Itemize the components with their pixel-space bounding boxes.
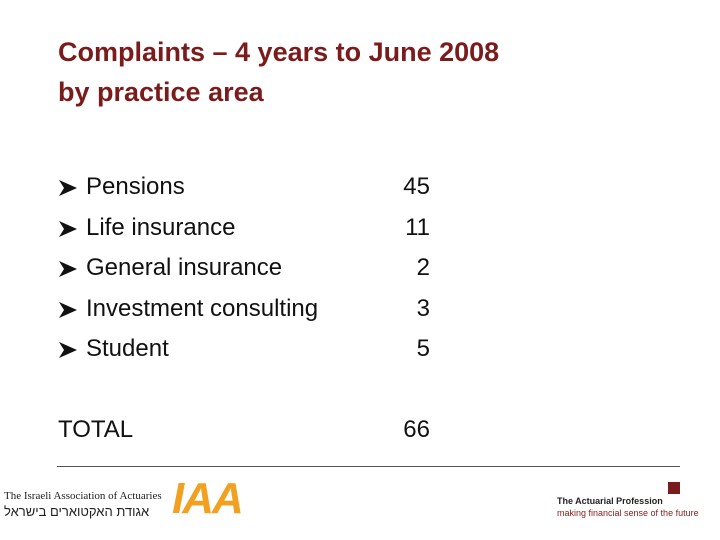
item-label: Pensions (86, 173, 185, 200)
title-line: Complaints – 4 years to June 2008 (58, 37, 500, 67)
footer-org: The Israeli Association of Actuaries (4, 490, 162, 502)
item-row: Investment consulting 3 (58, 293, 438, 325)
item-label: General insurance (86, 254, 283, 281)
item-label: Life insurance (86, 213, 236, 241)
item-row: General insurance 2 (58, 252, 438, 284)
bullet-arrow (59, 220, 77, 237)
item-value: 3 (416, 294, 430, 322)
item-value: 45 (403, 173, 430, 200)
bullet-arrow (59, 180, 77, 196)
logo-square (668, 482, 680, 494)
item-value: 2 (416, 254, 430, 281)
item-row: Pensions 45 (58, 171, 438, 203)
item-row: Student 5 (58, 333, 438, 365)
footer-hebrew: אגודת האקטוארים בישראל (4, 504, 150, 519)
bullet-arrow (59, 342, 77, 358)
total-value: 66 (403, 416, 430, 443)
footer-logo: IAA (172, 474, 244, 523)
bullet-arrow (59, 261, 77, 277)
item-label: Student (86, 335, 169, 362)
item-row: Life insurance 11 (58, 212, 438, 244)
divider (57, 466, 680, 467)
bullet-arrow (59, 301, 77, 318)
item-label: Investment consulting (86, 294, 319, 322)
footer-tagline: making financial sense of the future (557, 508, 699, 518)
item-value: 11 (405, 213, 430, 241)
total-label: TOTAL (58, 416, 134, 443)
title-line: by practice area (58, 77, 264, 107)
total-row: TOTAL 66 (58, 414, 438, 446)
footer-profession: The Actuarial Profession (557, 496, 663, 506)
item-value: 5 (416, 335, 430, 362)
